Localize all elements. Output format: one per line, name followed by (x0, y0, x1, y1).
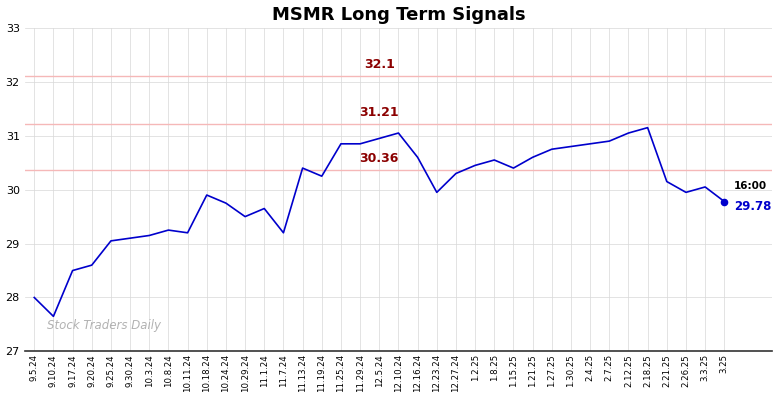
Text: 31.21: 31.21 (360, 106, 399, 119)
Text: 30.36: 30.36 (360, 152, 399, 165)
Text: 16:00: 16:00 (734, 181, 767, 191)
Text: Stock Traders Daily: Stock Traders Daily (47, 319, 161, 332)
Text: 29.78: 29.78 (734, 201, 771, 213)
Point (718, 198, 731, 205)
Text: 32.1: 32.1 (364, 58, 394, 71)
Title: MSMR Long Term Signals: MSMR Long Term Signals (271, 6, 525, 23)
